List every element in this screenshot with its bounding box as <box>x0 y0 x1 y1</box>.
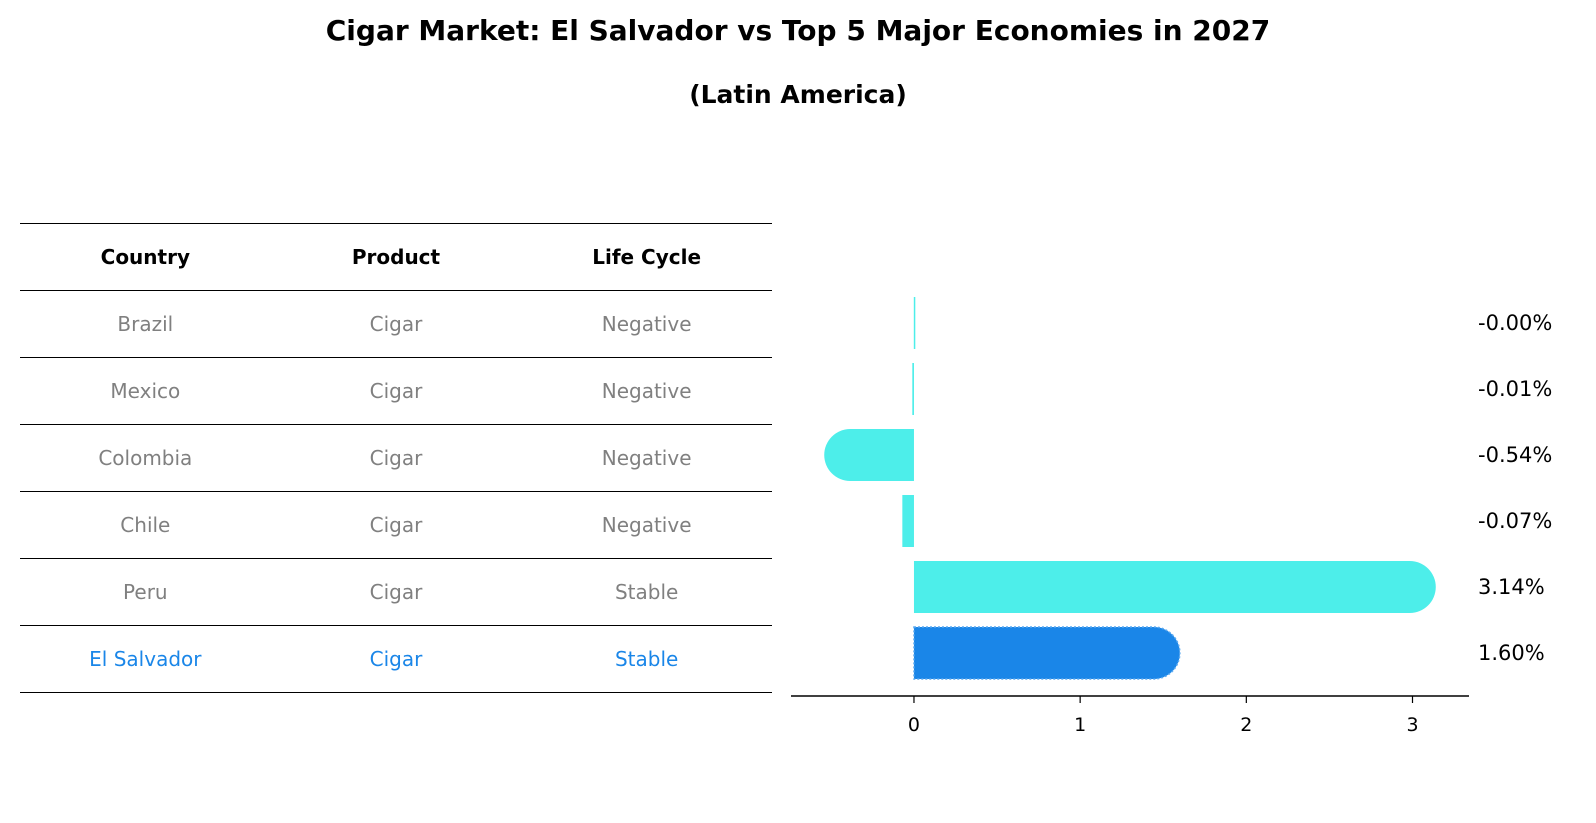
value-label: -0.07% <box>1478 509 1552 533</box>
cell-product: Cigar <box>369 312 423 336</box>
cell-country: Chile <box>120 513 171 537</box>
table-row: Colombia Cigar Negative <box>20 424 772 491</box>
table-row: Peru Cigar Stable <box>20 558 772 625</box>
value-label: -0.00% <box>1478 311 1552 335</box>
cell-country: Mexico <box>110 379 181 403</box>
cell-life-cycle: Negative <box>601 446 692 470</box>
bar-chile <box>902 495 914 547</box>
x-tick-label: 3 <box>1406 714 1418 736</box>
table-row: Brazil Cigar Negative <box>20 290 772 357</box>
value-label: 3.14% <box>1478 575 1545 599</box>
table-row-highlight: El Salvador Cigar Stable <box>20 625 772 693</box>
header-country: Country <box>100 245 190 269</box>
table-header-row: Country Product Life Cycle <box>20 223 772 290</box>
chart-subtitle: (Latin America) <box>689 80 907 109</box>
cell-life-cycle: Negative <box>601 513 692 537</box>
country-table: Country Product Life Cycle Brazil Cigar … <box>20 223 772 693</box>
cell-country: Brazil <box>117 312 174 336</box>
cell-country: Peru <box>123 580 168 604</box>
cell-life-cycle: Stable <box>614 647 679 671</box>
header-product: Product <box>351 245 441 269</box>
bar-mexico <box>912 363 914 415</box>
table-row: Mexico Cigar Negative <box>20 357 772 424</box>
bar-colombia <box>824 429 914 481</box>
cell-life-cycle: Negative <box>601 312 692 336</box>
bar-brazil <box>913 297 916 349</box>
header-life-cycle: Life Cycle <box>592 245 702 269</box>
table-row: Chile Cigar Negative <box>20 491 772 558</box>
value-label: -0.01% <box>1478 377 1552 401</box>
x-tick-label: 2 <box>1240 714 1252 736</box>
x-tick-label: 0 <box>908 714 920 736</box>
chart-title: Cigar Market: El Salvador vs Top 5 Major… <box>325 14 1271 47</box>
cell-product: Cigar <box>369 580 423 604</box>
cell-product: Cigar <box>369 513 423 537</box>
bar-peru <box>913 561 1436 613</box>
cell-product: Cigar <box>369 647 423 671</box>
value-label: 1.60% <box>1478 641 1545 665</box>
value-label: -0.54% <box>1478 443 1552 467</box>
cell-product: Cigar <box>369 379 423 403</box>
x-tick-label: 1 <box>1074 714 1086 736</box>
cell-life-cycle: Negative <box>601 379 692 403</box>
bar-el-salvador <box>913 626 1181 680</box>
cell-product: Cigar <box>369 446 423 470</box>
cell-country: Colombia <box>98 446 193 470</box>
cell-life-cycle: Stable <box>614 580 679 604</box>
cell-country: El Salvador <box>89 647 202 671</box>
